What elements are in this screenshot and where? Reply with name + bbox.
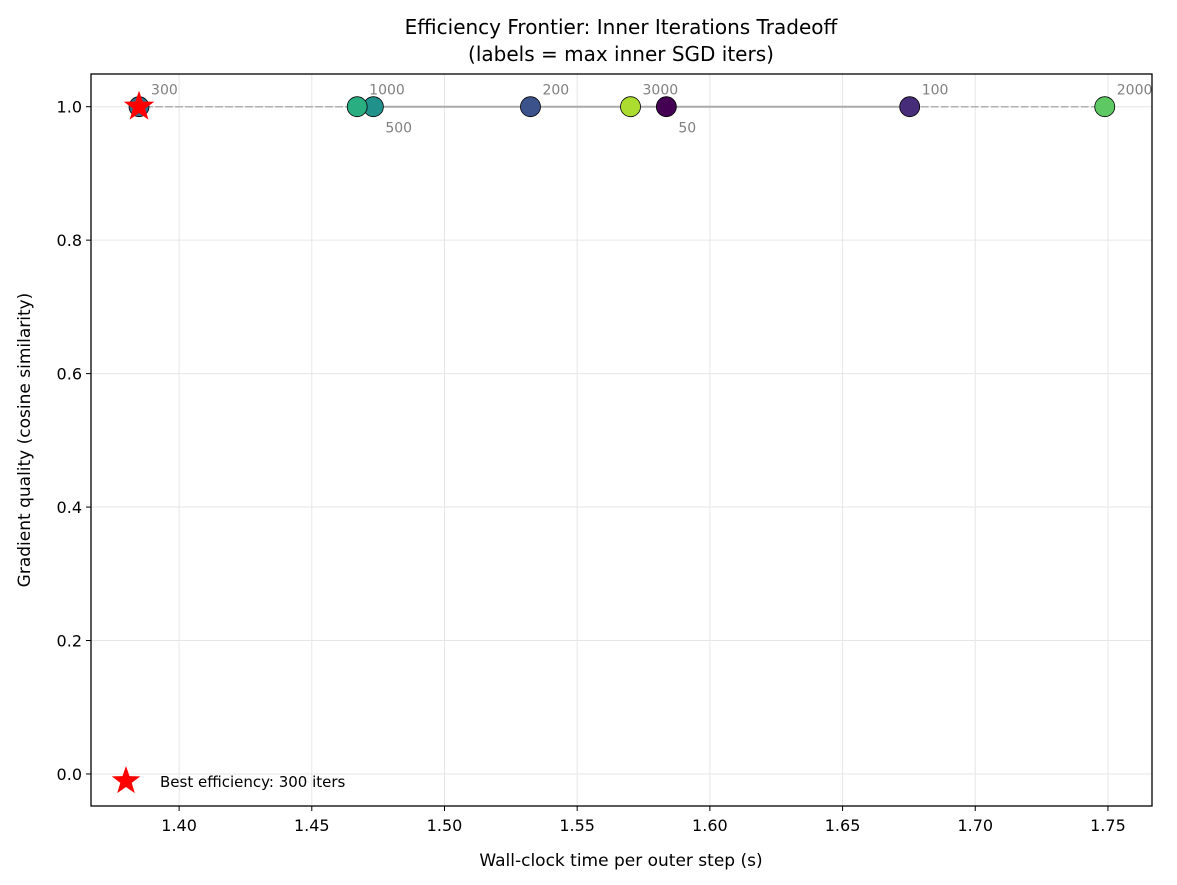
x-tick-label: 1.70 [957, 816, 993, 835]
chart-title: Efficiency Frontier: Inner Iterations Tr… [405, 15, 839, 39]
y-tick-label: 0.2 [57, 632, 82, 651]
y-tick-label: 1.0 [57, 98, 82, 117]
data-point [520, 96, 541, 118]
point-label: 200 [542, 83, 569, 99]
data-point [346, 96, 368, 118]
point-label: 300 [151, 83, 178, 99]
x-tick-label: 1.75 [1090, 816, 1126, 835]
data-point [620, 96, 641, 118]
point-label: 100 [922, 83, 949, 99]
x-tick-label: 1.55 [559, 816, 595, 835]
data-point [1094, 96, 1116, 118]
y-axis-label: Gradient quality (cosine similarity) [15, 293, 35, 588]
y-tick-label: 0.0 [57, 765, 82, 784]
x-tick-label: 1.65 [825, 816, 861, 835]
legend-star-icon [111, 766, 141, 794]
x-tick-label: 1.45 [294, 816, 330, 835]
point-label: 50 [678, 121, 696, 137]
legend-label: Best efficiency: 300 iters [160, 773, 346, 791]
plot-frame [90, 73, 1153, 807]
data-point [655, 96, 677, 118]
x-tick-label: 1.50 [427, 816, 463, 835]
y-tick-label: 0.8 [57, 231, 82, 250]
point-label: 2000 [1117, 83, 1153, 99]
x-axis-label: Wall-clock time per outer step (s) [479, 851, 762, 871]
x-tick-label: 1.40 [161, 816, 197, 835]
x-tick-label: 1.60 [692, 816, 728, 835]
point-label: 3000 [643, 83, 679, 99]
y-tick-label: 0.6 [57, 365, 82, 384]
data-point [899, 96, 921, 118]
best-star-icon [123, 90, 155, 120]
point-label: 1000 [369, 83, 405, 99]
legend: Best efficiency: 300 iters [111, 766, 346, 794]
point-label: 500 [385, 121, 412, 137]
y-tick-label: 0.4 [57, 498, 82, 517]
chart-subtitle: (labels = max inner SGD iters) [468, 42, 774, 66]
